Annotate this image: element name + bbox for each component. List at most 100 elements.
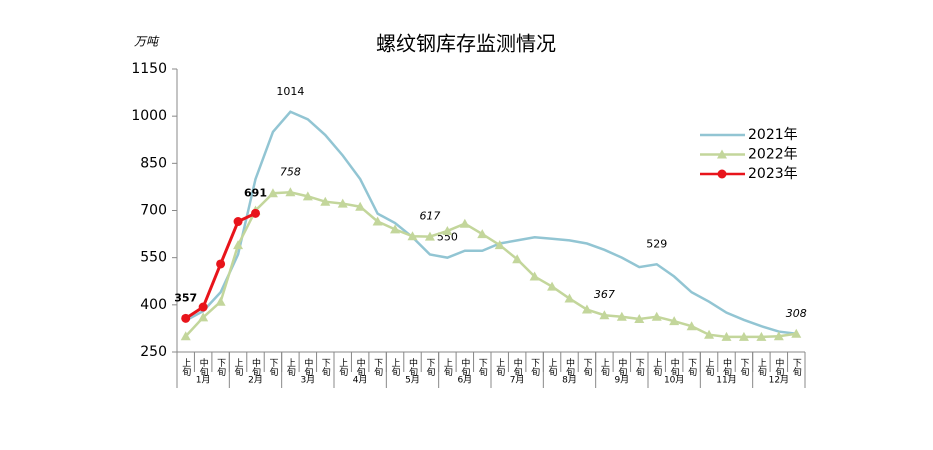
month-label: 9月 [614,375,629,386]
x-tick-label: 中旬 [616,357,627,377]
point [738,331,749,341]
point [424,231,435,241]
point [320,196,331,206]
x-tick-label: 上旬 [180,358,191,377]
point [459,218,470,228]
y-tick-label: 550 [140,250,167,266]
x-tick-label: 下旬 [686,358,697,377]
point [285,187,296,197]
point [616,311,627,321]
x-tick-label: 中旬 [459,357,470,377]
chart-title: 螺纹钢库存监测情况 [376,32,556,56]
point [651,311,662,321]
month-label: 3月 [300,375,315,386]
month-label: 1月 [196,375,211,386]
x-tick-label: 上旬 [599,358,610,377]
x-tick-label: 下旬 [581,358,592,377]
point [372,216,383,226]
data-label: 367 [594,288,615,301]
x-tick-label: 中旬 [564,357,575,377]
point [337,198,348,208]
point [564,293,575,303]
point [704,329,715,339]
series-line [185,110,797,336]
data-label: 691 [244,186,267,199]
point [233,240,244,250]
month-label: 10月 [664,375,684,386]
point [180,331,191,341]
point [791,328,802,338]
x-tick-label: 中旬 [250,357,261,377]
y-tick-label: 1150 [131,61,167,77]
x-tick-label: 上旬 [442,358,453,377]
x-tick-label: 上旬 [494,358,505,377]
point [233,217,243,227]
legend-marker [717,169,727,179]
x-tick-label: 上旬 [547,358,558,377]
x-tick-label: 下旬 [634,358,645,377]
point [215,296,226,306]
month-label: 6月 [457,375,472,386]
legend-label: 2022年 [748,147,798,163]
legend-label: 2021年 [748,127,798,143]
point [773,331,784,341]
series-line [184,191,797,339]
month-label: 4月 [353,375,368,386]
x-tick-label: 上旬 [337,358,348,377]
y-tick-label: 400 [140,297,167,313]
month-label: 5月 [405,375,420,386]
x-tick-label: 上旬 [756,358,767,377]
point [355,201,366,211]
point [267,188,278,198]
point [251,208,260,218]
point [181,313,191,323]
x-tick-label: 中旬 [198,357,209,377]
data-label: 357 [174,291,197,304]
point [686,321,697,331]
data-label: 758 [280,165,301,178]
legend-label: 2023年 [748,166,798,182]
x-tick-label: 下旬 [215,358,226,377]
point [390,224,401,234]
data-label: 529 [646,237,667,250]
point [302,191,313,201]
point [669,316,680,326]
x-tick-label: 下旬 [791,358,802,377]
x-tick-label: 上旬 [704,358,715,377]
x-tick-label: 下旬 [477,358,488,377]
point [581,304,592,314]
x-tick-label: 中旬 [512,357,523,377]
x-tick-label: 上旬 [390,358,401,377]
point [198,302,208,312]
x-tick-label: 中旬 [407,357,418,377]
y-tick-label: 700 [140,203,167,219]
x-tick-label: 中旬 [355,357,366,377]
x-tick-label: 下旬 [372,358,383,377]
y-unit: 万吨 [134,35,160,49]
point [756,331,767,341]
data-label: 617 [419,210,440,223]
x-tick-label: 中旬 [721,357,732,377]
x-tick-label: 下旬 [424,358,435,377]
point [198,312,209,322]
x-tick-label: 上旬 [285,358,296,377]
x-tick-label: 中旬 [302,357,313,377]
point [599,310,610,320]
x-tick-label: 下旬 [320,358,331,377]
x-tick-label: 下旬 [738,358,749,377]
data-label: 308 [786,307,807,320]
month-label: 11月 [716,375,736,386]
point [634,313,645,323]
month-label: 2月 [248,375,263,386]
point [512,254,523,264]
x-tick-label: 中旬 [773,357,784,377]
x-tick-label: 下旬 [267,358,278,377]
y-tick-label: 1000 [131,108,167,124]
point [477,229,488,239]
x-tick-label: 中旬 [669,357,680,377]
point [442,225,453,235]
x-tick-label: 上旬 [233,358,244,377]
point [407,231,418,241]
x-tick-label: 下旬 [529,358,540,377]
